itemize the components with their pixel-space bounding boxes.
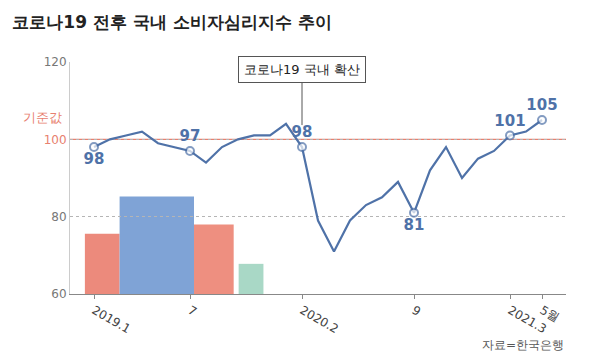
- svg-text:81: 81: [404, 216, 425, 234]
- svg-text:2019.1: 2019.1: [90, 303, 133, 336]
- svg-text:5월: 5월: [538, 303, 562, 325]
- svg-text:97: 97: [180, 127, 201, 145]
- svg-text:기준값: 기준값: [23, 110, 62, 125]
- svg-text:100: 100: [44, 133, 67, 147]
- svg-text:2021.3: 2021.3: [506, 303, 549, 336]
- svg-text:자료=한국은행: 자료=한국은행: [482, 338, 564, 352]
- svg-text:9: 9: [410, 303, 424, 319]
- svg-text:98: 98: [292, 123, 313, 141]
- svg-text:7: 7: [186, 303, 200, 319]
- svg-text:120: 120: [44, 55, 67, 69]
- svg-text:2020.2: 2020.2: [298, 303, 341, 336]
- svg-text:60: 60: [51, 287, 66, 301]
- svg-text:80: 80: [51, 210, 66, 224]
- svg-text:코로나19 국내 확산: 코로나19 국내 확산: [244, 62, 360, 77]
- svg-text:105: 105: [526, 96, 557, 114]
- svg-text:101: 101: [494, 112, 525, 130]
- svg-text:코로나19 전후 국내 소비자심리지수 추이: 코로나19 전후 국내 소비자심리지수 추이: [12, 12, 331, 32]
- svg-text:98: 98: [84, 150, 105, 168]
